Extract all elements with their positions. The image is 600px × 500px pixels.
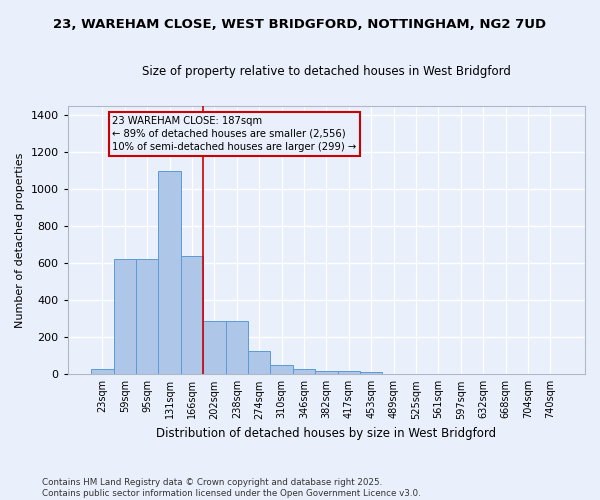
Bar	[271, 365, 293, 374]
Bar	[91, 368, 113, 374]
Text: 23, WAREHAM CLOSE, WEST BRIDGFORD, NOTTINGHAM, NG2 7UD: 23, WAREHAM CLOSE, WEST BRIDGFORD, NOTTI…	[53, 18, 547, 30]
X-axis label: Distribution of detached houses by size in West Bridgford: Distribution of detached houses by size …	[156, 427, 496, 440]
Y-axis label: Number of detached properties: Number of detached properties	[15, 152, 25, 328]
Title: Size of property relative to detached houses in West Bridgford: Size of property relative to detached ho…	[142, 65, 511, 78]
Bar	[360, 372, 382, 374]
Bar	[136, 260, 158, 374]
Bar	[226, 320, 248, 374]
Text: 23 WAREHAM CLOSE: 187sqm
← 89% of detached houses are smaller (2,556)
10% of sem: 23 WAREHAM CLOSE: 187sqm ← 89% of detach…	[112, 116, 357, 152]
Bar	[203, 320, 226, 374]
Bar	[315, 370, 338, 374]
Bar	[113, 260, 136, 374]
Bar	[338, 370, 360, 374]
Bar	[181, 256, 203, 374]
Bar	[293, 368, 315, 374]
Text: Contains HM Land Registry data © Crown copyright and database right 2025.
Contai: Contains HM Land Registry data © Crown c…	[42, 478, 421, 498]
Bar	[158, 172, 181, 374]
Bar	[248, 351, 271, 374]
